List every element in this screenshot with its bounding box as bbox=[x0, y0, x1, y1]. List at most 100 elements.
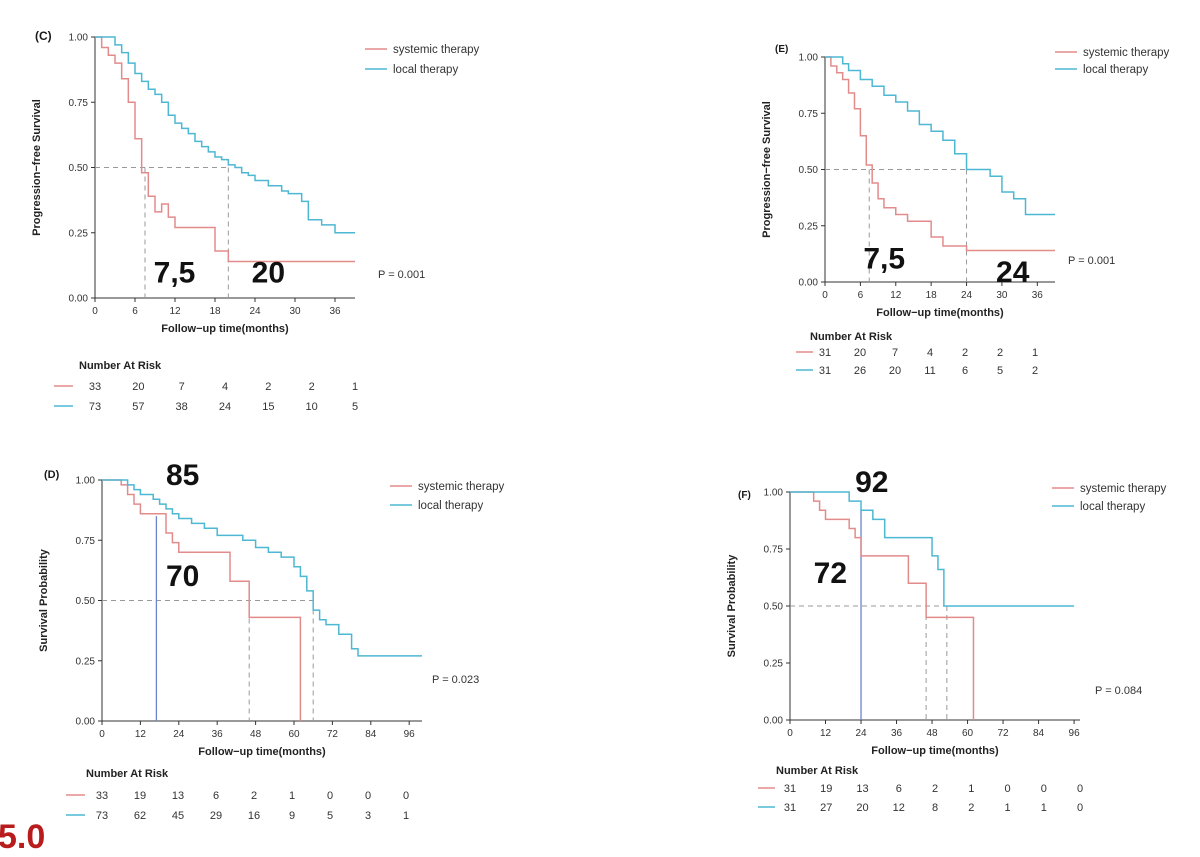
panel-label: (E) bbox=[775, 44, 788, 55]
y-tick-label: 0.00 bbox=[69, 294, 89, 305]
x-tick-label: 72 bbox=[327, 729, 339, 740]
y-tick-label: 1.00 bbox=[69, 33, 89, 44]
risk-cell: 0 bbox=[1077, 802, 1083, 814]
x-tick-label: 24 bbox=[173, 729, 185, 740]
risk-cell: 1 bbox=[1041, 802, 1047, 814]
x-tick-label: 30 bbox=[289, 306, 301, 317]
p-value-label: P = 0.001 bbox=[1068, 255, 1115, 267]
risk-cell: 7 bbox=[179, 381, 185, 393]
risk-cell: 20 bbox=[889, 365, 901, 377]
legend-label: systemic therapy bbox=[393, 44, 480, 56]
risk-cell: 5 bbox=[352, 401, 358, 413]
median-annotation: 20 bbox=[252, 256, 285, 289]
x-tick-label: 72 bbox=[997, 728, 1009, 739]
panel-label: (C) bbox=[35, 29, 52, 43]
y-axis-label: Progression−free Survival bbox=[761, 101, 773, 238]
x-tick-label: 60 bbox=[288, 729, 300, 740]
risk-cell: 9 bbox=[289, 810, 295, 822]
y-tick-label: 0.00 bbox=[764, 716, 784, 727]
legend-label: systemic therapy bbox=[1080, 483, 1167, 495]
median-annotation: 70 bbox=[166, 560, 199, 593]
risk-cell: 45 bbox=[172, 810, 184, 822]
km-curve-systemic-therapy bbox=[825, 56, 1055, 252]
y-axis-label: Progression−free Survival bbox=[31, 99, 43, 236]
x-tick-label: 24 bbox=[961, 290, 973, 301]
y-tick-label: 0.75 bbox=[764, 545, 784, 556]
risk-cell: 15 bbox=[262, 401, 274, 413]
y-tick-label: 1.00 bbox=[76, 476, 96, 487]
x-tick-label: 0 bbox=[822, 290, 828, 301]
risk-cell: 8 bbox=[932, 802, 938, 814]
median-annotation: 72 bbox=[814, 557, 847, 590]
p-value-label: P = 0.084 bbox=[1095, 685, 1142, 697]
y-axis-label: Survival Probability bbox=[38, 548, 50, 652]
risk-cell: 31 bbox=[784, 802, 796, 814]
risk-cell: 2 bbox=[997, 347, 1003, 359]
risk-table-title: Number At Risk bbox=[86, 768, 169, 780]
y-tick-label: 0.25 bbox=[76, 656, 96, 667]
legend-label: local therapy bbox=[1083, 64, 1148, 76]
median-annotation: 7,5 bbox=[154, 256, 196, 289]
x-tick-label: 18 bbox=[209, 306, 221, 317]
risk-cell: 1 bbox=[968, 783, 974, 795]
y-tick-label: 0.75 bbox=[76, 536, 96, 547]
y-tick-label: 0.75 bbox=[69, 98, 89, 109]
risk-cell: 4 bbox=[222, 381, 228, 393]
risk-cell: 20 bbox=[132, 381, 144, 393]
median-annotation: 7,5 bbox=[863, 243, 905, 276]
median-annotation: 85 bbox=[166, 459, 199, 492]
risk-cell: 10 bbox=[306, 401, 318, 413]
risk-table-title: Number At Risk bbox=[776, 765, 859, 777]
x-axis-label: Follow−up time(months) bbox=[161, 323, 289, 335]
km-curve-local-therapy bbox=[790, 491, 1075, 607]
risk-cell: 19 bbox=[134, 790, 146, 802]
x-tick-label: 48 bbox=[926, 728, 938, 739]
risk-cell: 13 bbox=[856, 783, 868, 795]
risk-cell: 20 bbox=[854, 347, 866, 359]
risk-cell: 1 bbox=[403, 810, 409, 822]
risk-cell: 19 bbox=[820, 783, 832, 795]
x-tick-label: 30 bbox=[996, 290, 1008, 301]
risk-cell: 73 bbox=[89, 401, 101, 413]
median-annotation: 92 bbox=[855, 466, 888, 499]
x-tick-label: 96 bbox=[404, 729, 416, 740]
x-tick-label: 36 bbox=[891, 728, 903, 739]
risk-cell: 13 bbox=[172, 790, 184, 802]
y-tick-label: 1.00 bbox=[764, 488, 784, 499]
risk-cell: 24 bbox=[219, 401, 231, 413]
km-curve-systemic-therapy bbox=[790, 491, 975, 720]
km-panel-c: (C)0.000.250.500.751.000 6 12 18 24 30 36Follo… bbox=[31, 29, 480, 413]
legend-label: systemic therapy bbox=[418, 481, 505, 493]
risk-cell: 2 bbox=[962, 347, 968, 359]
risk-cell: 5 bbox=[997, 365, 1003, 377]
y-tick-label: 1.00 bbox=[799, 53, 819, 64]
x-tick-label: 0 bbox=[99, 729, 105, 740]
risk-cell: 7 bbox=[892, 347, 898, 359]
x-tick-label: 6 bbox=[858, 290, 864, 301]
risk-cell: 2 bbox=[309, 381, 315, 393]
risk-cell: 1 bbox=[1032, 347, 1038, 359]
x-tick-label: 36 bbox=[1032, 290, 1044, 301]
p-value-label: P = 0.023 bbox=[432, 674, 479, 686]
legend-label: local therapy bbox=[1080, 501, 1145, 513]
risk-cell: 11 bbox=[924, 365, 935, 377]
x-tick-label: 48 bbox=[250, 729, 262, 740]
legend-label: local therapy bbox=[418, 500, 483, 512]
y-tick-label: 0.00 bbox=[76, 717, 96, 728]
km-curve-systemic-therapy bbox=[95, 36, 355, 263]
risk-cell: 12 bbox=[893, 802, 905, 814]
x-tick-label: 60 bbox=[962, 728, 974, 739]
risk-cell: 31 bbox=[784, 783, 796, 795]
km-curve-local-therapy bbox=[825, 56, 1055, 216]
risk-cell: 73 bbox=[96, 810, 108, 822]
x-tick-label: 24 bbox=[249, 306, 261, 317]
risk-cell: 0 bbox=[1041, 783, 1047, 795]
km-curve-systemic-therapy bbox=[102, 479, 302, 721]
risk-cell: 0 bbox=[1077, 783, 1083, 795]
x-tick-label: 12 bbox=[135, 729, 147, 740]
y-tick-label: 0.00 bbox=[799, 278, 819, 289]
y-tick-label: 0.50 bbox=[764, 602, 784, 613]
y-tick-label: 0.50 bbox=[69, 163, 89, 174]
legend-label: systemic therapy bbox=[1083, 47, 1170, 59]
